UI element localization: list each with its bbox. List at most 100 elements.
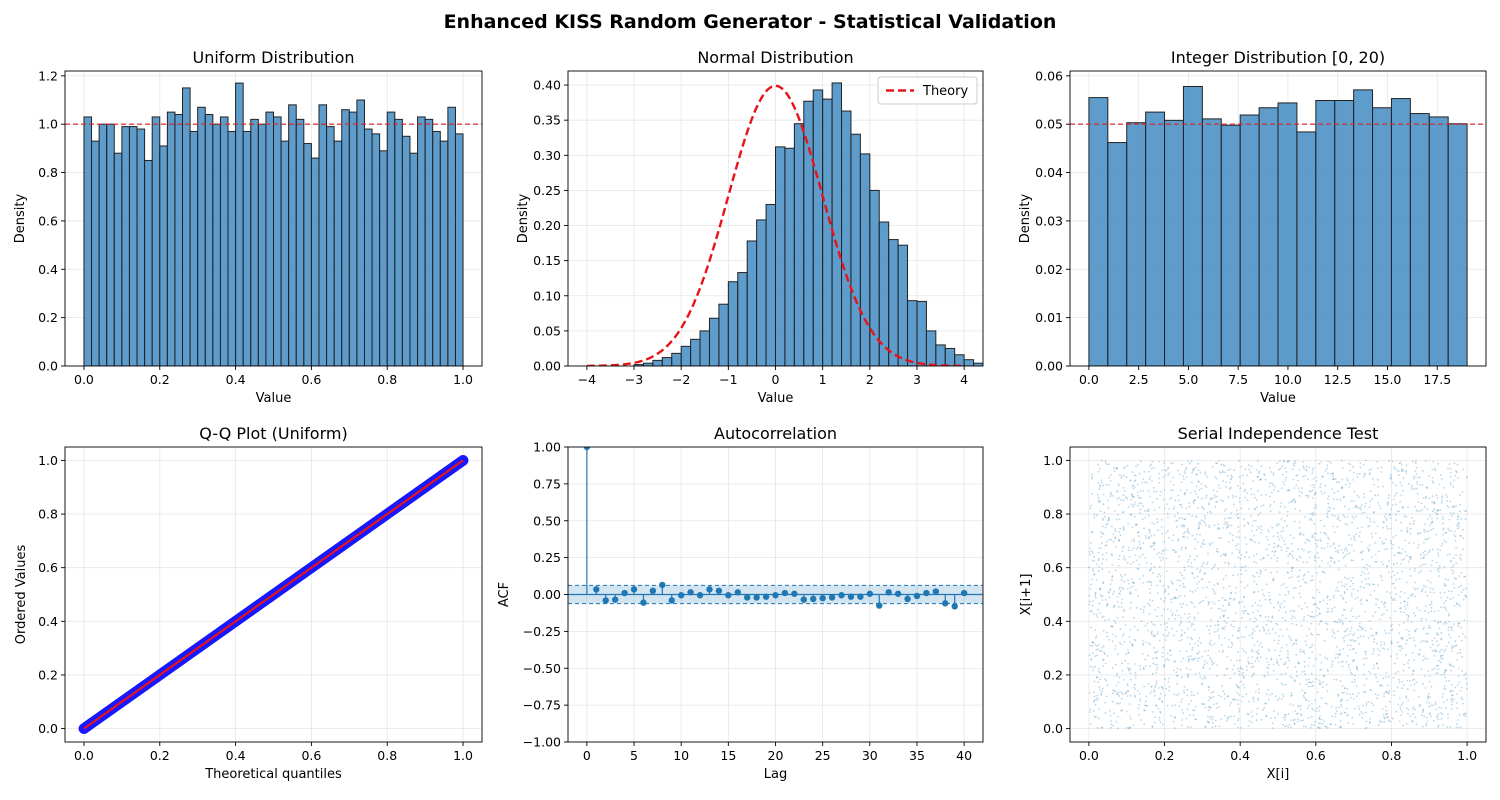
serial-point <box>1312 486 1315 489</box>
serial-point <box>1399 461 1402 464</box>
serial-point <box>1304 673 1306 676</box>
serial-point <box>1408 542 1411 544</box>
serial-point <box>1152 657 1155 660</box>
serial-point <box>1198 571 1201 574</box>
serial-point <box>1278 593 1281 596</box>
serial-point <box>1282 460 1285 462</box>
serial-point <box>1358 496 1360 499</box>
serial-point <box>1102 503 1105 506</box>
histogram-bar <box>371 133 381 366</box>
serial-point <box>1121 635 1124 637</box>
serial-point <box>1262 593 1264 595</box>
serial-point <box>1425 530 1428 533</box>
serial-point <box>1334 637 1336 639</box>
acf-marker <box>791 590 798 597</box>
serial-point <box>1365 702 1368 704</box>
serial-point <box>1460 517 1463 520</box>
serial-point <box>1238 693 1241 696</box>
serial-point <box>1359 600 1362 602</box>
histogram-bar <box>326 126 335 366</box>
serial-point <box>1426 538 1428 541</box>
serial-point <box>1118 588 1121 590</box>
serial-point <box>1323 720 1326 723</box>
serial-point <box>1179 603 1182 606</box>
serial-point <box>1401 559 1404 561</box>
serial-point <box>1224 609 1226 612</box>
serial-point <box>1303 581 1306 584</box>
serial-point <box>1327 607 1329 610</box>
serial-point <box>1395 484 1398 487</box>
serial-point <box>1165 622 1168 624</box>
serial-point <box>1198 480 1200 483</box>
serial-point <box>1373 650 1375 652</box>
serial-point <box>1222 586 1225 589</box>
serial-point <box>1399 596 1401 598</box>
serial-point <box>1374 632 1377 635</box>
serial-point <box>1363 496 1366 499</box>
serial-point <box>1142 582 1144 584</box>
serial-point <box>1268 482 1271 485</box>
serial-point <box>1358 713 1361 716</box>
serial-point <box>1179 584 1181 587</box>
serial-point <box>1371 556 1373 558</box>
serial-point <box>1282 529 1284 532</box>
serial-point <box>1413 569 1416 572</box>
serial-point <box>1186 673 1189 675</box>
serial-point <box>1230 512 1233 514</box>
serial-point <box>1163 608 1166 610</box>
serial-point <box>1151 546 1153 548</box>
serial-point <box>1150 633 1153 635</box>
serial-point <box>1313 724 1315 727</box>
serial-point <box>1218 470 1221 473</box>
serial-point <box>1308 540 1311 543</box>
serial-point <box>1167 516 1169 519</box>
serial-point <box>1351 595 1353 597</box>
serial-point <box>1430 715 1432 718</box>
serial-point <box>1420 590 1423 593</box>
serial-point <box>1122 557 1125 560</box>
serial-point <box>1449 481 1452 484</box>
serial-point <box>1240 553 1243 556</box>
serial-point <box>1255 625 1258 628</box>
serial-point <box>1393 468 1396 470</box>
serial-point <box>1101 646 1103 649</box>
serial-point <box>1090 658 1092 660</box>
serial-point <box>1140 502 1143 505</box>
serial-point <box>1287 650 1289 653</box>
serial-point <box>1433 502 1436 504</box>
serial-point <box>1100 726 1103 729</box>
serial-point <box>1233 672 1236 675</box>
serial-point <box>1283 520 1286 522</box>
serial-point <box>1353 535 1355 537</box>
serial-point <box>1466 687 1468 690</box>
serial-point <box>1443 591 1446 594</box>
serial-point <box>1427 696 1430 699</box>
serial-point <box>1241 610 1244 613</box>
serial-point <box>1129 629 1132 631</box>
serial-point <box>1093 701 1095 703</box>
serial-point <box>1223 553 1226 556</box>
serial-point <box>1196 533 1198 535</box>
serial-point <box>1331 488 1334 490</box>
serial-point <box>1255 650 1258 653</box>
serial-point <box>1299 704 1302 707</box>
serial-point <box>1145 537 1148 539</box>
serial-point <box>1094 655 1097 658</box>
serial-point <box>1339 621 1341 623</box>
serial-point <box>1435 664 1438 667</box>
serial-point <box>1163 462 1165 464</box>
serial-point <box>1298 509 1301 512</box>
serial-point <box>1091 492 1093 495</box>
serial-point <box>1130 539 1133 542</box>
serial-point <box>1305 494 1308 497</box>
serial-point <box>1223 620 1226 622</box>
serial-point <box>1319 668 1322 671</box>
serial-point <box>1178 555 1180 558</box>
serial-point <box>1122 494 1125 497</box>
serial-point <box>1256 460 1259 463</box>
serial-point <box>1158 506 1161 509</box>
serial-point <box>1236 509 1238 512</box>
serial-point <box>1347 462 1350 465</box>
serial-point <box>1102 533 1105 536</box>
y-tick-label: 0.40 <box>533 78 561 93</box>
